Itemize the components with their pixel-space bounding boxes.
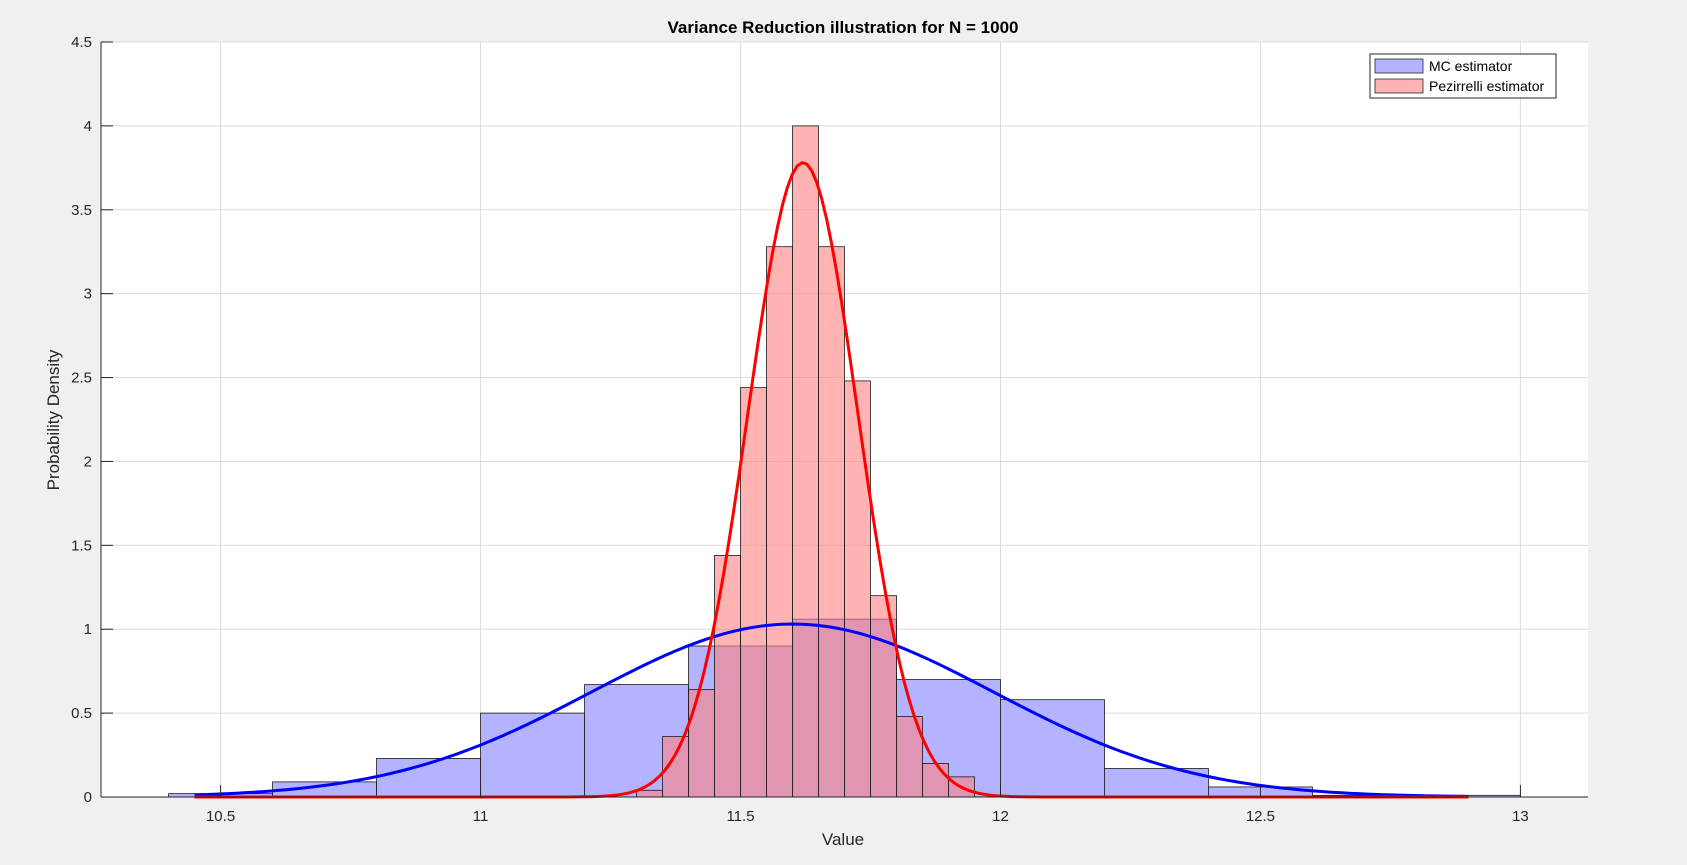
- histogram-bars: [168, 125, 1521, 798]
- histogram-bar-mc: [1000, 699, 1105, 798]
- y-tick-label: 3: [84, 286, 92, 303]
- y-axis-label: Probability Density: [44, 349, 63, 490]
- axes: [100, 41, 1588, 798]
- x-tick-label: 11: [473, 808, 489, 825]
- histogram-bar-pezirrelli: [740, 387, 767, 798]
- y-tick-label: 1: [84, 621, 92, 638]
- histogram-bar-pezirrelli: [714, 555, 741, 798]
- x-axis-label: Value: [822, 830, 864, 849]
- y-tick-label: 3.5: [71, 202, 92, 219]
- legend: MC estimator Pezirrelli estimator: [1369, 53, 1557, 99]
- histogram-bar-pezirrelli: [688, 689, 715, 798]
- y-tick-label: 0.5: [71, 705, 92, 722]
- x-tick-label: 10.5: [206, 808, 235, 825]
- x-tick-label: 12.5: [1246, 808, 1275, 825]
- y-tick-label: 2.5: [71, 370, 92, 387]
- legend-swatch-pezirrelli: [1374, 78, 1424, 94]
- mc-fit-curve: [194, 622, 1469, 798]
- y-tick-label: 2: [84, 453, 92, 470]
- legend-label-mc: MC estimator: [1429, 58, 1513, 74]
- y-tick-label: 4: [84, 118, 92, 135]
- y-tick-label: 0: [84, 789, 92, 806]
- y-tick-label: 1.5: [71, 537, 92, 554]
- x-tick-label: 11.5: [726, 808, 754, 825]
- histogram-bar-pezirrelli: [766, 246, 793, 798]
- legend-label-pezirrelli: Pezirrelli estimator: [1429, 78, 1544, 94]
- histogram-bar-pezirrelli: [844, 380, 871, 798]
- chart-title: Variance Reduction illustration for N = …: [668, 18, 1019, 37]
- y-tick-label: 4.5: [71, 34, 92, 51]
- legend-swatch-mc: [1374, 58, 1424, 74]
- histogram-bar-mc: [376, 758, 481, 798]
- histogram-bar-mc: [480, 712, 585, 798]
- histogram-bar-pezirrelli: [792, 125, 819, 798]
- histogram-bar-pezirrelli: [818, 246, 845, 798]
- x-tick-label: 12: [992, 808, 1009, 825]
- histogram-bar-pezirrelli: [636, 789, 663, 798]
- x-tick-label: 13: [1512, 808, 1529, 825]
- histogram-bar-pezirrelli: [922, 763, 949, 798]
